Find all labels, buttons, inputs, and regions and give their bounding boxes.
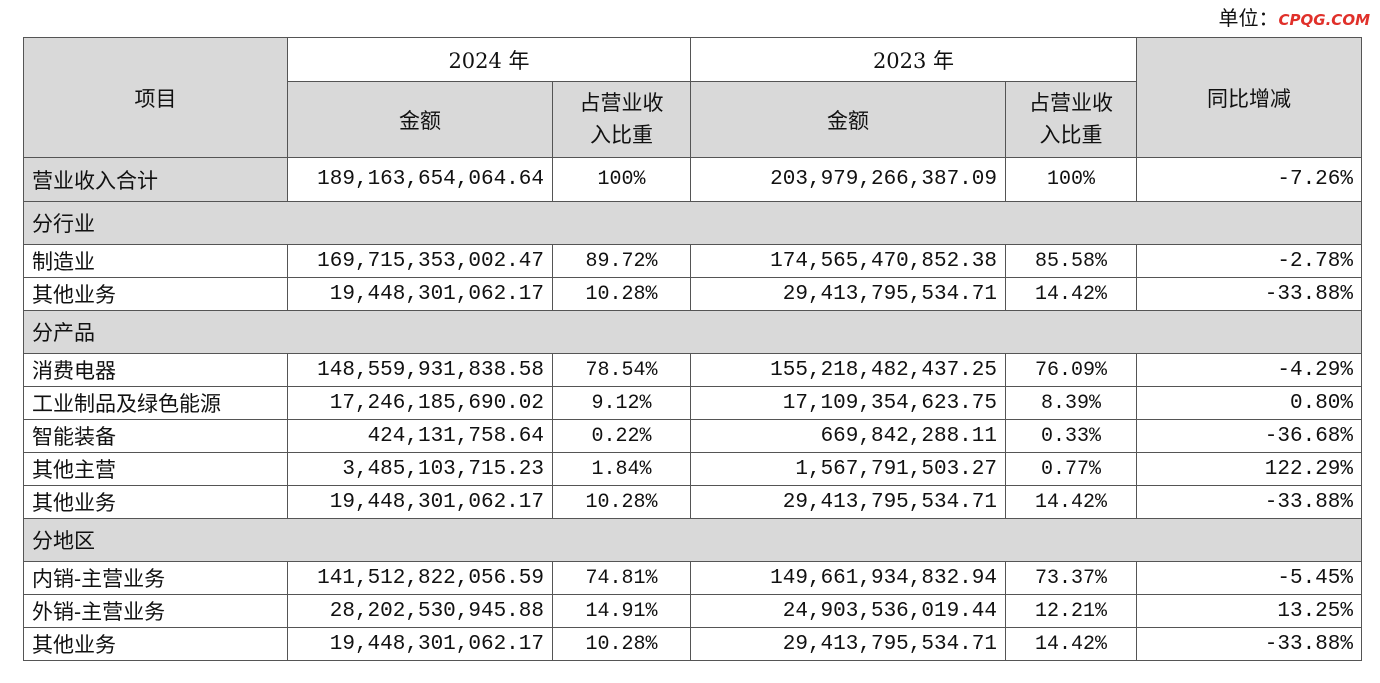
value-cell: 19,448,301,062.17 — [287, 485, 553, 519]
row-label: 智能装备 — [23, 419, 288, 453]
revenue-table: 项目 2024 年 2023 年 同比增减 金额 占营业收入比重 金额 占营业收… — [23, 37, 1362, 661]
table-row: 其他业务 19,448,301,062.17 10.28% 29,413,795,53… — [23, 277, 1362, 311]
row-label: 消费电器 — [23, 353, 288, 387]
watermark: CPQG.COM — [1278, 11, 1370, 29]
value-cell: 203,979,266,387.09 — [690, 157, 1006, 202]
value-cell: 89.72% — [552, 244, 691, 278]
value-cell: -5.45% — [1136, 561, 1362, 595]
value-cell: 14.42% — [1005, 485, 1137, 519]
header-cell: 项目 — [23, 37, 288, 158]
value-cell: -36.68% — [1136, 419, 1362, 453]
value-cell: 12.21% — [1005, 594, 1137, 628]
section-cell: 分产品 — [23, 310, 1362, 354]
value-cell: 17,246,185,690.02 — [287, 386, 553, 420]
value-cell: 0.80% — [1136, 386, 1362, 420]
header-cell: 金额 — [690, 81, 1006, 158]
value-cell: 100% — [1005, 157, 1137, 202]
value-cell: 29,413,795,534.71 — [690, 277, 1006, 311]
value-cell: 17,109,354,623.75 — [690, 386, 1006, 420]
value-cell: 73.37% — [1005, 561, 1137, 595]
row-label: 其他业务 — [23, 485, 288, 519]
table-row: 其他主营 3,485,103,715.23 1.84% 1,567,791,503.2… — [23, 452, 1362, 486]
value-cell: 19,448,301,062.17 — [287, 277, 553, 311]
unit-label: 单位： — [1218, 6, 1279, 30]
value-cell: 10.28% — [552, 627, 691, 661]
table-row: 制造业 169,715,353,002.47 89.72% 174,565,470,8… — [23, 244, 1362, 278]
value-cell: 122.29% — [1136, 452, 1362, 486]
value-cell: 10.28% — [552, 485, 691, 519]
value-cell: 76.09% — [1005, 353, 1137, 387]
header-cell: 占营业收入比重 — [1005, 81, 1137, 158]
unit-note: 单位：CPQG.COM — [1219, 2, 1370, 31]
value-cell: 24,903,536,019.44 — [690, 594, 1006, 628]
value-cell: 19,448,301,062.17 — [287, 627, 553, 661]
header-cell: 2024 年 — [287, 37, 691, 82]
value-cell: 28,202,530,945.88 — [287, 594, 553, 628]
header-text: 占营业收入比重 — [579, 91, 664, 147]
row-label: 内销-主营业务 — [23, 561, 288, 595]
table-row: 消费电器 148,559,931,838.58 78.54% 155,218,482,… — [23, 353, 1362, 387]
row-label: 其他主营 — [23, 452, 288, 486]
row-label: 其他业务 — [23, 627, 288, 661]
value-cell: 424,131,758.64 — [287, 419, 553, 453]
row-label: 营业收入合计 — [23, 157, 288, 202]
row-label: 外销-主营业务 — [23, 594, 288, 628]
value-cell: 100% — [552, 157, 691, 202]
value-cell: -4.29% — [1136, 353, 1362, 387]
section-cell: 分地区 — [23, 518, 1362, 562]
table-row: 营业收入合计 189,163,654,064.64 100% 203,979,266,… — [23, 157, 1362, 202]
header-cell: 金额 — [287, 81, 553, 158]
table-row: 分地区 — [23, 518, 1362, 562]
value-cell: 189,163,654,064.64 — [287, 157, 553, 202]
value-cell: 14.42% — [1005, 277, 1137, 311]
value-cell: 149,661,934,832.94 — [690, 561, 1006, 595]
value-cell: 14.42% — [1005, 627, 1137, 661]
table-row: 智能装备 424,131,758.64 0.22% 669,842,288.11 0.3… — [23, 419, 1362, 453]
value-cell: -7.26% — [1136, 157, 1362, 202]
value-cell: 169,715,353,002.47 — [287, 244, 553, 278]
value-cell: 78.54% — [552, 353, 691, 387]
value-cell: 155,218,482,437.25 — [690, 353, 1006, 387]
value-cell: 0.77% — [1005, 452, 1137, 486]
row-label: 工业制品及绿色能源 — [23, 386, 288, 420]
header-cell: 2023 年 — [690, 37, 1137, 82]
header-cell: 同比增减 — [1136, 37, 1362, 158]
table-row: 内销-主营业务 141,512,822,056.59 74.81% 149,661,9… — [23, 561, 1362, 595]
table-row: 分产品 — [23, 310, 1362, 354]
value-cell: -33.88% — [1136, 277, 1362, 311]
header-cell: 占营业收入比重 — [552, 81, 691, 158]
section-cell: 分行业 — [23, 201, 1362, 245]
table-row: 分行业 — [23, 201, 1362, 245]
value-cell: 8.39% — [1005, 386, 1137, 420]
table-row: 其他业务 19,448,301,062.17 10.28% 29,413,795,53… — [23, 485, 1362, 519]
value-cell: 9.12% — [552, 386, 691, 420]
value-cell: -33.88% — [1136, 627, 1362, 661]
value-cell: 13.25% — [1136, 594, 1362, 628]
value-cell: 1,567,791,503.27 — [690, 452, 1006, 486]
table-row: 外销-主营业务 28,202,530,945.88 14.91% 24,903,536… — [23, 594, 1362, 628]
value-cell: 14.91% — [552, 594, 691, 628]
value-cell: 29,413,795,534.71 — [690, 627, 1006, 661]
header-text: 占营业收入比重 — [1028, 91, 1113, 147]
value-cell: -2.78% — [1136, 244, 1362, 278]
value-cell: 3,485,103,715.23 — [287, 452, 553, 486]
value-cell: 74.81% — [552, 561, 691, 595]
table-row: 其他业务 19,448,301,062.17 10.28% 29,413,795,53… — [23, 627, 1362, 661]
value-cell: 148,559,931,838.58 — [287, 353, 553, 387]
row-label: 制造业 — [23, 244, 288, 278]
value-cell: 10.28% — [552, 277, 691, 311]
value-cell: 669,842,288.11 — [690, 419, 1006, 453]
table-row: 工业制品及绿色能源 17,246,185,690.02 9.12% 17,109,35… — [23, 386, 1362, 420]
value-cell: 85.58% — [1005, 244, 1137, 278]
value-cell: 0.33% — [1005, 419, 1137, 453]
value-cell: -33.88% — [1136, 485, 1362, 519]
value-cell: 0.22% — [552, 419, 691, 453]
value-cell: 29,413,795,534.71 — [690, 485, 1006, 519]
value-cell: 174,565,470,852.38 — [690, 244, 1006, 278]
value-cell: 141,512,822,056.59 — [287, 561, 553, 595]
row-label: 其他业务 — [23, 277, 288, 311]
value-cell: 1.84% — [552, 452, 691, 486]
